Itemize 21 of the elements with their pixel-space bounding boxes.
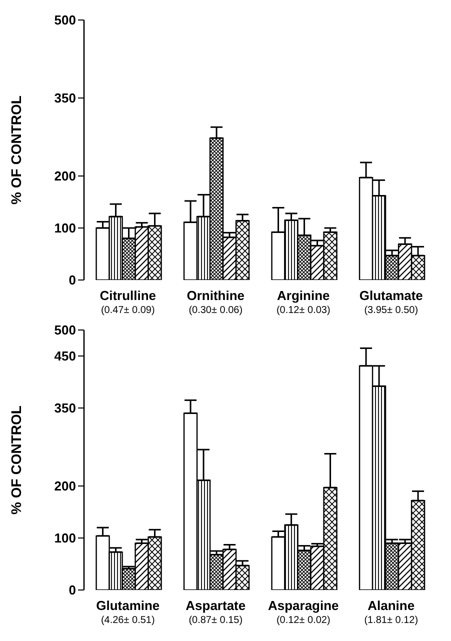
y-tick-label: 500 [54, 322, 76, 338]
y-tick-label: 0 [68, 582, 76, 598]
y-axis-title: % OF CONTROL [8, 405, 24, 514]
x-tick-label: Glutamine (4.26± 0.51) [96, 598, 160, 626]
y-tick-label: 0 [68, 272, 76, 288]
y-tick-label: 200 [54, 168, 76, 184]
y-tick-label: 350 [54, 90, 76, 106]
y-tick-label: 100 [54, 220, 76, 236]
y-tick-label: 100 [54, 530, 76, 546]
y-tick-label: 350 [54, 400, 76, 416]
y-tick-label: 450 [54, 348, 76, 364]
y-axis-title: % OF CONTROL [8, 95, 24, 204]
x-tick-label: Alanine (1.81± 0.12) [364, 598, 418, 626]
y-tick-label: 500 [54, 12, 76, 28]
x-tick-label: Glutamate (3.95± 0.50) [359, 288, 423, 316]
y-tick-label: 200 [54, 478, 76, 494]
x-tick-label: Arginine (0.12± 0.03) [276, 288, 330, 316]
x-tick-label: Ornithine (0.30± 0.06) [186, 288, 245, 316]
x-tick-label: Asparagine (0.12± 0.02) [268, 598, 339, 626]
x-tick-label: Aspartate (0.87± 0.15) [186, 598, 246, 626]
x-tick-label: Citrulline (0.47± 0.09) [100, 288, 156, 316]
